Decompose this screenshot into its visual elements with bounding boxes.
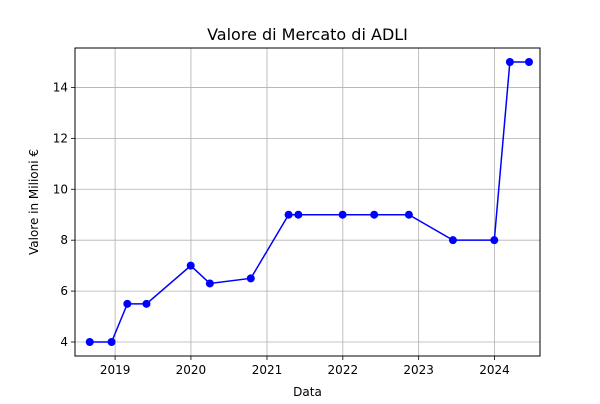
x-tick-label: 2024 [479, 363, 510, 377]
y-axis-label: Valore in Milioni € [27, 149, 41, 255]
data-point [284, 210, 293, 219]
y-tick-label: 6 [60, 284, 68, 298]
data-point [123, 299, 132, 308]
x-tick-label: 2023 [403, 363, 434, 377]
x-tick-label: 2019 [100, 363, 131, 377]
ticks: 2019 2020 2021 2022 2023 2024 4 6 8 10 12 14 [53, 80, 510, 377]
x-tick-label: 2022 [328, 363, 359, 377]
x-tick-label: 2020 [176, 363, 207, 377]
grid [75, 48, 540, 356]
series-layer [85, 58, 533, 346]
data-point [404, 210, 413, 219]
data-point [448, 236, 457, 245]
data-point [505, 58, 514, 66]
data-point [142, 299, 151, 308]
data-point [85, 338, 94, 346]
data-point [490, 236, 499, 245]
data-point [246, 274, 255, 283]
data-point [524, 58, 533, 66]
y-tick-label: 4 [60, 335, 68, 349]
data-point [338, 210, 347, 219]
plot-frame [74, 47, 541, 357]
y-tick-label: 12 [53, 131, 68, 145]
data-point [205, 279, 214, 288]
data-point [186, 261, 195, 270]
y-tick-label: 14 [53, 80, 68, 94]
series-line [89, 61, 529, 343]
y-tick-label: 8 [60, 233, 68, 247]
y-tick-label: 10 [53, 182, 68, 196]
x-tick-label: 2021 [252, 363, 283, 377]
data-point [107, 338, 116, 346]
data-point [370, 210, 379, 219]
chart-title: Valore di Mercato di ADLI [207, 25, 408, 44]
data-point [294, 210, 303, 219]
x-axis-label: Data [293, 385, 322, 399]
